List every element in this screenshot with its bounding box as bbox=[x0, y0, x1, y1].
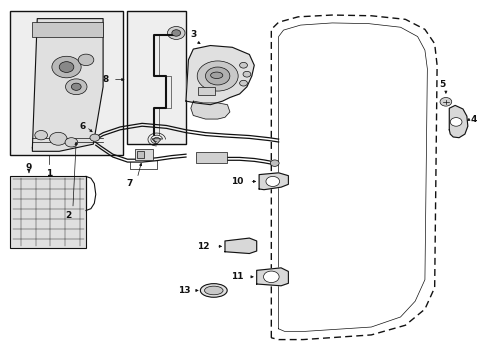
Ellipse shape bbox=[200, 284, 227, 297]
Circle shape bbox=[239, 62, 247, 68]
Ellipse shape bbox=[210, 72, 223, 78]
Text: 4: 4 bbox=[469, 115, 476, 124]
Circle shape bbox=[263, 271, 279, 283]
Ellipse shape bbox=[204, 286, 223, 295]
Bar bbox=[32, 22, 103, 37]
Bar bbox=[198, 87, 215, 95]
Text: 9: 9 bbox=[26, 163, 32, 172]
Bar bbox=[195, 152, 227, 163]
Circle shape bbox=[35, 131, 47, 140]
Text: 13: 13 bbox=[178, 286, 190, 295]
Circle shape bbox=[243, 71, 250, 77]
Circle shape bbox=[59, 62, 74, 72]
Polygon shape bbox=[256, 268, 288, 286]
Polygon shape bbox=[32, 19, 103, 151]
Polygon shape bbox=[190, 101, 229, 119]
Circle shape bbox=[90, 134, 100, 141]
Circle shape bbox=[171, 30, 180, 36]
Text: 3: 3 bbox=[190, 31, 196, 40]
Text: 12: 12 bbox=[197, 242, 209, 251]
Polygon shape bbox=[259, 173, 288, 190]
Circle shape bbox=[167, 27, 184, 40]
Text: 2: 2 bbox=[65, 211, 71, 220]
Circle shape bbox=[439, 98, 451, 106]
Text: 8: 8 bbox=[102, 75, 108, 84]
Text: 5: 5 bbox=[438, 80, 444, 89]
Circle shape bbox=[52, 56, 81, 78]
Circle shape bbox=[65, 138, 78, 147]
Circle shape bbox=[239, 80, 247, 86]
Bar bbox=[135, 149, 153, 160]
Text: 10: 10 bbox=[230, 177, 243, 186]
Text: 11: 11 bbox=[230, 272, 243, 281]
Bar bbox=[127, 12, 185, 144]
Text: 1: 1 bbox=[46, 169, 53, 178]
Circle shape bbox=[65, 79, 87, 95]
Polygon shape bbox=[224, 238, 256, 253]
Text: 6: 6 bbox=[80, 122, 85, 131]
Bar bbox=[10, 176, 86, 248]
Circle shape bbox=[265, 176, 279, 186]
Bar bbox=[10, 12, 122, 155]
Circle shape bbox=[49, 132, 67, 145]
Circle shape bbox=[205, 67, 229, 85]
Circle shape bbox=[78, 54, 94, 66]
Circle shape bbox=[197, 61, 238, 91]
Bar bbox=[137, 150, 144, 158]
Polygon shape bbox=[152, 139, 161, 144]
Polygon shape bbox=[448, 105, 467, 138]
Circle shape bbox=[270, 160, 279, 166]
Circle shape bbox=[71, 83, 81, 90]
Text: 7: 7 bbox=[126, 179, 133, 188]
Polygon shape bbox=[185, 45, 254, 105]
Circle shape bbox=[449, 118, 461, 126]
